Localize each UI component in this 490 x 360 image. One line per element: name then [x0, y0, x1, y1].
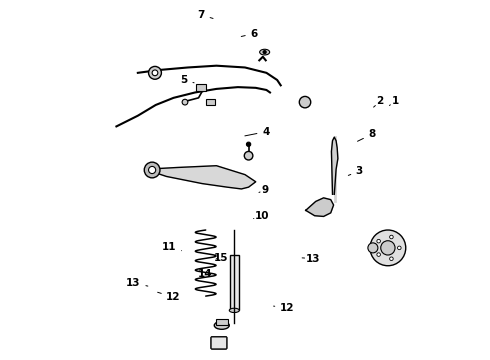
Circle shape — [390, 235, 393, 239]
Bar — [196, 84, 206, 91]
Circle shape — [263, 50, 267, 54]
Text: 8: 8 — [358, 129, 375, 141]
Circle shape — [381, 241, 395, 255]
Circle shape — [245, 152, 253, 160]
Circle shape — [368, 243, 378, 253]
Circle shape — [246, 142, 251, 147]
Text: 15: 15 — [214, 253, 228, 263]
Circle shape — [397, 246, 401, 249]
Text: 6: 6 — [241, 28, 258, 39]
Bar — [216, 319, 228, 325]
Text: 4: 4 — [245, 127, 270, 137]
Text: 12: 12 — [158, 292, 181, 302]
Circle shape — [390, 257, 393, 261]
Text: 14: 14 — [197, 269, 212, 279]
Circle shape — [370, 230, 406, 266]
Bar — [206, 99, 215, 105]
Ellipse shape — [229, 308, 239, 312]
Circle shape — [148, 66, 161, 79]
Text: 13: 13 — [302, 253, 320, 264]
Polygon shape — [306, 198, 334, 216]
Text: 13: 13 — [126, 278, 148, 288]
Circle shape — [144, 162, 160, 178]
Circle shape — [182, 99, 188, 105]
Ellipse shape — [214, 321, 229, 329]
Circle shape — [148, 166, 156, 174]
Text: 3: 3 — [348, 166, 363, 176]
Polygon shape — [145, 166, 256, 189]
Text: 1: 1 — [390, 96, 399, 107]
Ellipse shape — [260, 49, 270, 55]
Text: 5: 5 — [181, 75, 194, 85]
Text: 10: 10 — [253, 211, 270, 221]
Text: 7: 7 — [198, 10, 213, 20]
Text: 9: 9 — [259, 185, 268, 195]
Polygon shape — [331, 137, 338, 194]
Text: 12: 12 — [273, 303, 294, 313]
Circle shape — [152, 70, 158, 76]
Circle shape — [299, 96, 311, 108]
FancyBboxPatch shape — [211, 337, 227, 349]
Bar — [230, 255, 239, 310]
Circle shape — [377, 253, 380, 256]
Circle shape — [377, 239, 380, 243]
Text: 2: 2 — [373, 96, 384, 107]
Text: 11: 11 — [162, 242, 182, 252]
